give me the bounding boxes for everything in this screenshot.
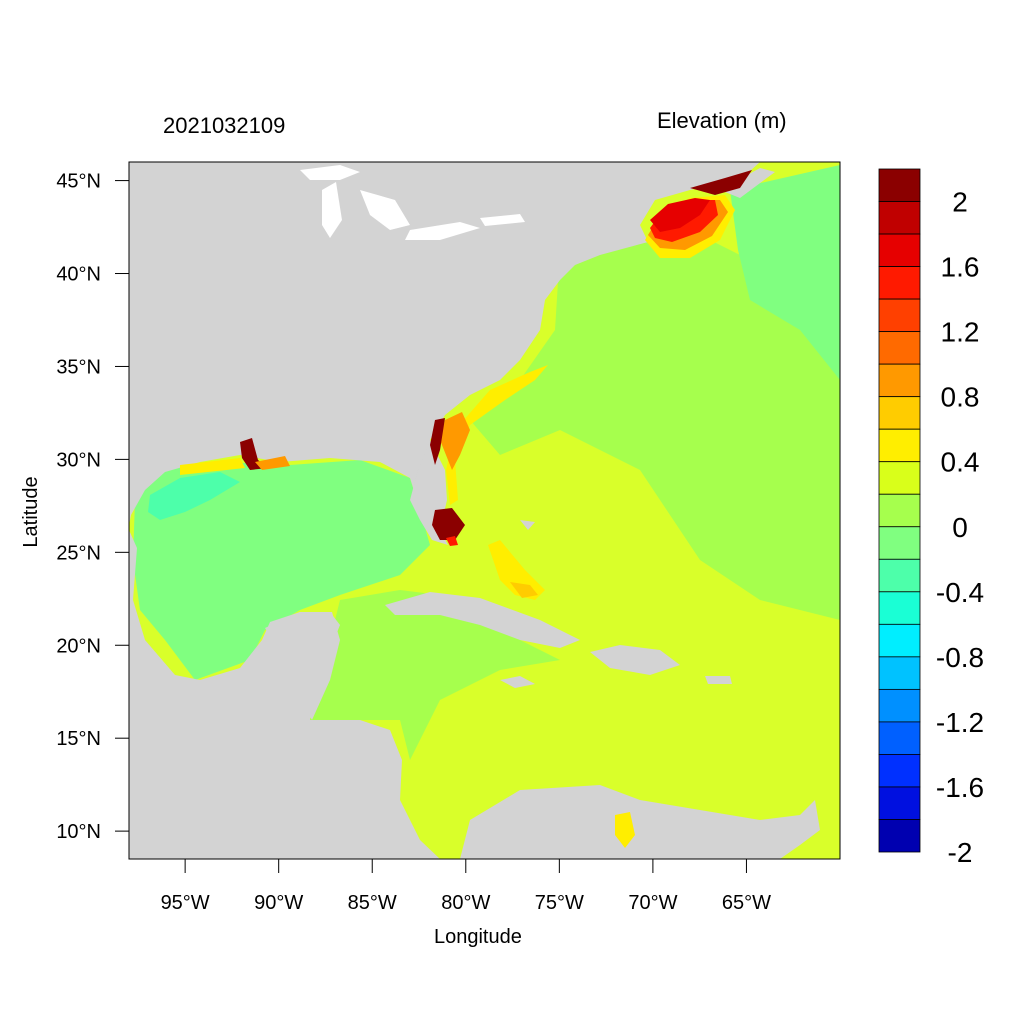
x-axis-label: Longitude [434, 926, 522, 948]
colorbar-swatch [878, 461, 921, 495]
colorbar-swatch [878, 819, 921, 853]
colorbar-swatch [878, 363, 921, 398]
land [129, 162, 820, 859]
bahamas-bank-surge [488, 540, 545, 600]
colorbar-label: 0.8 [941, 382, 980, 413]
colorbar-swatch [878, 493, 921, 528]
colorbar-swatch [878, 721, 921, 755]
variable-title: Elevation (m) [657, 108, 787, 133]
plot-frame [128, 161, 841, 860]
gulf-of-maine-surge [690, 170, 752, 195]
y-tick-label: 35°N [56, 356, 101, 378]
southeast-coast-surge [440, 412, 470, 470]
colorbar-swatch [878, 558, 921, 593]
colorbar-swatch [878, 786, 921, 820]
colorbar-swatch [878, 201, 921, 235]
colorbar-swatch [878, 754, 921, 788]
southeast-coast-surge [446, 365, 548, 505]
northeast-low-field [730, 165, 840, 380]
colorbar: 2 1.6 1.2 0.8 0.4 0 -0.4 -0.8 -1.2 -1.6 -2 [878, 168, 984, 868]
colorbar-swatch [878, 298, 921, 333]
colorbar-label: -0.4 [936, 577, 984, 608]
gulf-of-maine-surge [650, 198, 710, 232]
colorbar-swatch [878, 623, 921, 658]
colorbar-label: -1.6 [936, 772, 984, 803]
x-axis-ticks: 95°W 90°W 85°W 80°W 75°W 70°W 65°W [161, 859, 771, 914]
y-tick-label: 30°N [56, 449, 101, 471]
y-tick-label: 15°N [56, 728, 101, 750]
bahamas-bank-surge [510, 582, 538, 598]
colorbar-label: -2 [948, 837, 973, 868]
y-tick-label: 45°N [56, 171, 101, 193]
gulf-low-patch [148, 472, 240, 520]
colorbar-swatch [878, 591, 921, 625]
x-tick-label: 70°W [628, 892, 677, 914]
south-florida-surge [446, 536, 458, 546]
x-tick-label: 95°W [161, 892, 210, 914]
x-tick-label: 65°W [722, 892, 771, 914]
colorbar-swatch [878, 396, 921, 430]
colorbar-swatch [878, 688, 921, 723]
x-tick-label: 80°W [441, 892, 490, 914]
colorbar-swatch [878, 331, 921, 365]
colorbar-label: 2 [952, 187, 968, 218]
north-atlantic-field [470, 235, 840, 620]
colorbar-label: 1.2 [941, 317, 980, 348]
gulf-coast-surge [180, 458, 245, 475]
colorbar-label: 1.6 [941, 252, 980, 283]
colorbar-swatch [878, 428, 921, 463]
south-florida-surge [432, 508, 465, 540]
colorbar-swatch [878, 656, 921, 690]
lake-maracaibo-surge [615, 812, 635, 848]
louisiana-surge [240, 438, 268, 470]
southeast-coast-surge [430, 418, 445, 465]
y-tick-label: 25°N [56, 542, 101, 564]
colorbar-label: 0 [952, 512, 968, 543]
map-area [129, 162, 840, 859]
colorbar-swatch [878, 168, 921, 202]
y-axis-ticks: 45°N 40°N 35°N 30°N 25°N 20°N 15°N 10°N [56, 171, 129, 843]
y-tick-label: 10°N [56, 821, 101, 843]
colorbar-swatch [878, 266, 921, 300]
date-label: 2021032109 [163, 113, 286, 138]
great-lakes [300, 165, 525, 240]
colorbar-label: 0.4 [941, 447, 980, 478]
louisiana-surge [255, 456, 290, 470]
x-tick-label: 85°W [348, 892, 397, 914]
caribbean-field [310, 590, 560, 760]
x-tick-label: 90°W [254, 892, 303, 914]
x-tick-label: 75°W [535, 892, 584, 914]
y-tick-label: 20°N [56, 635, 101, 657]
gulf-of-mexico-field [133, 460, 430, 680]
colorbar-swatch [878, 526, 921, 560]
colorbar-label: -1.2 [936, 707, 984, 738]
colorbar-swatch [878, 233, 921, 267]
colorbar-label: -0.8 [936, 642, 984, 673]
y-tick-label: 40°N [56, 264, 101, 286]
